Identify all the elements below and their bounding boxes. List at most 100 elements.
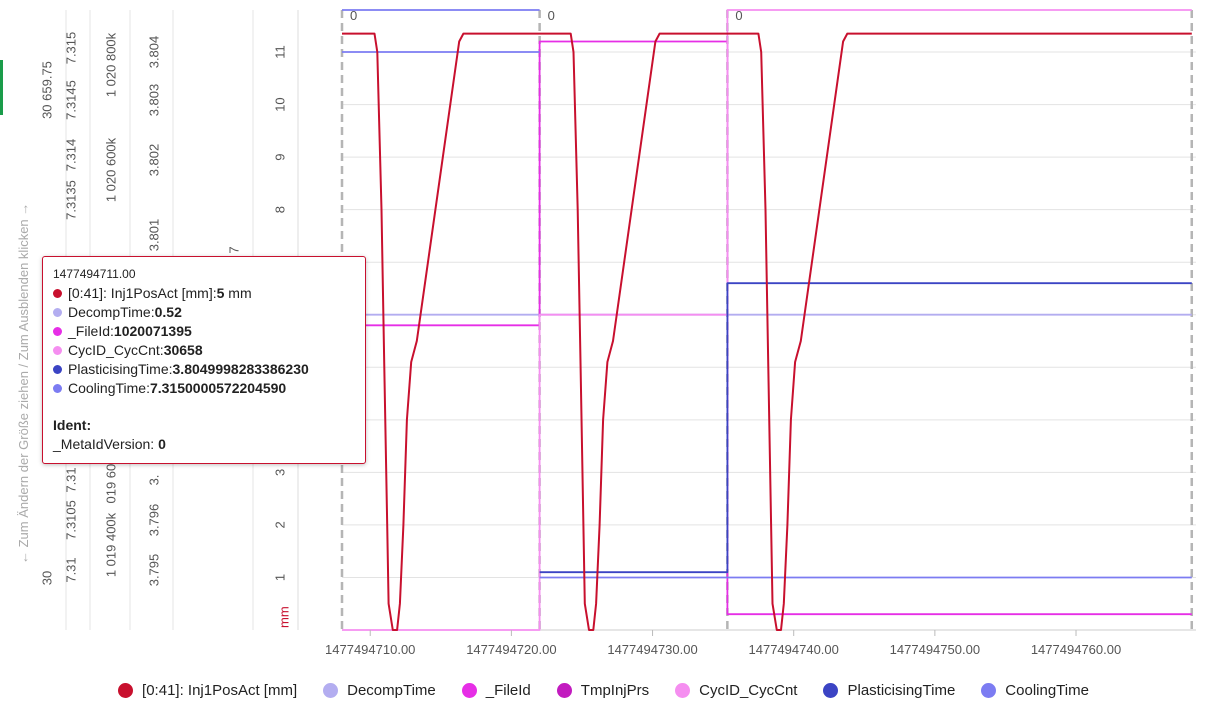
- legend-item[interactable]: [0:41]: Inj1PosAct [mm]: [118, 682, 297, 699]
- extra-axis-tick-label: 7.3135: [63, 180, 78, 220]
- tooltip-series-label: [0:41]: Inj1PosAct [mm]:: [68, 285, 217, 301]
- extra-axis-tick-label: 3.: [146, 475, 161, 486]
- series-line-plasticisingtime: [539, 282, 1192, 574]
- tooltip: 1477494711.00 [0:41]: Inj1PosAct [mm]:5 …: [42, 256, 366, 464]
- legend-label: [0:41]: Inj1PosAct [mm]: [142, 681, 298, 699]
- tooltip-series-label: CycID_CycCnt:: [68, 342, 164, 358]
- extra-axis-tick-label: 3.796: [146, 504, 161, 537]
- legend-dot-icon: [675, 682, 691, 698]
- y-tick-label: 3: [272, 469, 287, 476]
- cycle-marker-label: 0: [548, 8, 555, 23]
- tooltip-row: PlasticisingTime:3.8049998283386230: [53, 360, 365, 379]
- y-tick-label: 9: [272, 154, 287, 161]
- tooltip-series-dot: [53, 384, 62, 393]
- grid: [342, 51, 1196, 631]
- x-tick-label: 1477494750.00: [890, 642, 980, 657]
- extra-axis-tick-label: 30: [39, 571, 54, 585]
- series-line-cycid-cyccnt: [342, 9, 1192, 631]
- legend-item[interactable]: _FileId: [461, 681, 531, 699]
- x-tick-label: 1477494710.00: [325, 642, 415, 657]
- extra-axis-tick-label: 30 659.75: [39, 61, 54, 119]
- tooltip-series-value: 5: [216, 285, 225, 301]
- y-tick-label: 8: [272, 206, 287, 213]
- extra-axis-tick-label: 3.804: [146, 36, 161, 69]
- extra-axis-tick-label: 3.795: [146, 554, 161, 587]
- cycle-marker-label: 0: [350, 8, 357, 23]
- x-tick-label: 1477494720.00: [466, 642, 556, 657]
- extra-axis-tick-label: 7.314: [63, 139, 78, 172]
- legend-label: PlasticisingTime: [847, 681, 956, 699]
- legend-label: DecompTime: [347, 681, 436, 699]
- y-tick-label: 10: [272, 97, 287, 111]
- legend-item[interactable]: CoolingTime: [981, 682, 1089, 699]
- extra-axis-tick-label: 3.801: [146, 219, 161, 252]
- tooltip-series-value: 3.8049998283386230: [172, 361, 309, 377]
- tooltip-series-dot: [53, 365, 62, 374]
- tooltip-series-dot: [53, 308, 62, 317]
- tooltip-row: CoolingTime:7.3150000572204590: [53, 379, 365, 398]
- series-lines: [342, 9, 1192, 631]
- extra-axis-tick-label: 1 020 600k: [103, 137, 118, 202]
- legend-item[interactable]: DecompTime: [323, 682, 436, 699]
- tooltip-series-dot: [53, 289, 62, 298]
- tooltip-rows: [0:41]: Inj1PosAct [mm]:5 mm DecompTime:0…: [53, 284, 365, 398]
- legend-dot-icon: [461, 682, 477, 698]
- extra-axis-tick-label: 7.31: [63, 467, 78, 492]
- window-edge-accent: [0, 60, 3, 115]
- legend: [0:41]: Inj1PosAct [mm] DecompTime _FileId…: [0, 678, 1207, 702]
- tooltip-series-label: PlasticisingTime:: [68, 361, 173, 377]
- extra-axis-tick-label: 3.802: [146, 144, 161, 177]
- tooltip-series-value: 7.3150000572204590: [149, 380, 287, 396]
- extra-axis-tick-label: 1 020 800k: [103, 32, 118, 97]
- y-tick-label: 1: [272, 574, 287, 581]
- extra-axis-tick-label: 7.315: [63, 32, 78, 65]
- legend-dot-icon: [981, 682, 997, 698]
- legend-dot-icon: [118, 682, 134, 698]
- x-tick-label: 1477494760.00: [1031, 642, 1121, 657]
- legend-label: _FileId: [485, 681, 531, 699]
- extra-axis-tick-label: 7.31: [63, 557, 78, 582]
- legend-item[interactable]: PlasticisingTime: [823, 682, 955, 699]
- tooltip-series-label: DecompTime:: [68, 304, 155, 320]
- tooltip-series-value: 0.52: [154, 304, 182, 320]
- extra-axis-tick-label: 7.3105: [63, 500, 78, 540]
- legend-item[interactable]: TmpInjPrs: [556, 681, 650, 699]
- y-axis-unit: mm: [276, 606, 291, 628]
- extra-axis-tick-label: 3.803: [146, 84, 161, 117]
- y-tick-label: 11: [272, 45, 287, 59]
- extra-axis-tick-label: 7: [226, 246, 241, 253]
- cycle-markers: 0 0 0: [340, 8, 1194, 630]
- x-tick-label: 1477494730.00: [607, 642, 697, 657]
- x-tick-label: 1477494740.00: [749, 642, 839, 657]
- legend-item[interactable]: CycID_CycCnt: [675, 682, 797, 699]
- tooltip-timestamp: 1477494711.00: [53, 267, 136, 281]
- extra-axis-tick-label: 7.3145: [63, 80, 78, 120]
- tooltip-row: [0:41]: Inj1PosAct [mm]:5 mm: [53, 284, 365, 303]
- tooltip-series-dot: [53, 327, 62, 336]
- legend-dot-icon: [323, 682, 339, 698]
- tooltip-ident-label: _MetaIdVersion:: [53, 436, 155, 452]
- x-axis: 1477494710.00 1477494720.00 1477494730.00 1…: [325, 630, 1121, 657]
- legend-dot-icon: [556, 682, 572, 698]
- series-line-fileid: [342, 40, 1192, 616]
- legend-dot-icon: [823, 682, 839, 698]
- tooltip-series-value: 1020071395: [113, 323, 192, 339]
- legend-label: CycID_CycCnt: [699, 681, 798, 699]
- legend-label: CoolingTime: [1005, 681, 1089, 699]
- series-line-0-41-inj1posact-mm: [342, 32, 1192, 631]
- tooltip-series-label: CoolingTime:: [68, 380, 150, 396]
- tooltip-row: DecompTime:0.52: [53, 303, 365, 322]
- extra-axis-tick-label: 019 600: [103, 457, 118, 504]
- tooltip-ident-title: Ident:: [53, 417, 92, 433]
- tooltip-row: _FileId:1020071395: [53, 322, 365, 341]
- tooltip-series-unit: mm: [224, 285, 252, 301]
- extra-axis-tick-label: 1 019 400k: [103, 512, 118, 577]
- tooltip-row: CycID_CycCnt:30658: [53, 341, 365, 360]
- legend-label: TmpInjPrs: [580, 681, 650, 699]
- tooltip-series-dot: [53, 346, 62, 355]
- y-tick-label: 2: [272, 521, 287, 528]
- cycle-marker-label: 0: [735, 8, 742, 23]
- tooltip-series-label: _FileId:: [68, 323, 114, 339]
- tooltip-ident-value: 0: [158, 436, 166, 452]
- resize-handle-hint[interactable]: ← Zum Ändern der Größe ziehen / Zum Ausb…: [16, 202, 31, 564]
